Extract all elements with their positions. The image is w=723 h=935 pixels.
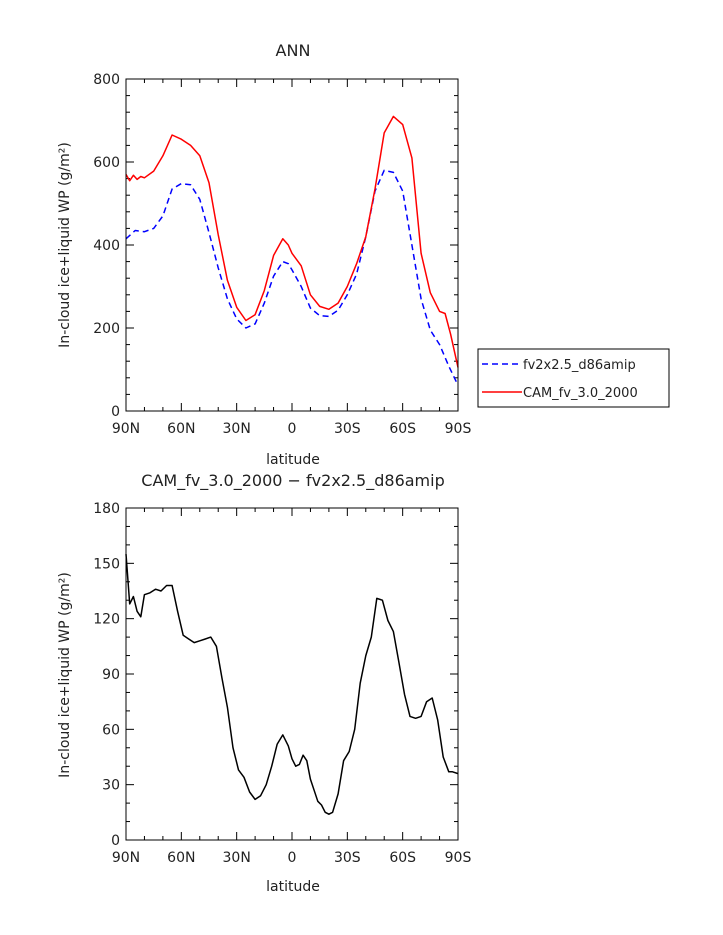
top-y-tick-label: 0 bbox=[111, 404, 120, 420]
bottom-plot-frame bbox=[125, 507, 459, 841]
bottom-x-tick-label: 90N bbox=[112, 850, 140, 866]
top-x-tick-label: 90S bbox=[445, 421, 472, 437]
bottom-y-tick-label: 180 bbox=[93, 501, 120, 517]
top-series-line-fv2x2-5-d86amip bbox=[125, 169, 459, 386]
bottom-x-tick-label: 90S bbox=[445, 850, 472, 866]
top-y-tick-label: 200 bbox=[93, 321, 120, 337]
bottom-y-axis-label: In-cloud ice+liquid WP (g/m²) bbox=[57, 572, 73, 778]
bottom-x-tick-label: 30N bbox=[223, 850, 251, 866]
top-plot-frame bbox=[125, 78, 459, 412]
bottom-axis-ticks: 90N 60N 30N 0 30S 60S 90S 0 30 60 90 120 150 180 bbox=[93, 501, 471, 866]
bottom-x-tick-label: 60S bbox=[389, 850, 416, 866]
bottom-y-tick-label: 30 bbox=[102, 778, 120, 794]
bottom-y-tick-label: 90 bbox=[102, 667, 120, 683]
legend-label-fv2x2-5: fv2x2.5_d86amip bbox=[523, 358, 636, 373]
top-x-tick-label: 60N bbox=[167, 421, 195, 437]
legend-box bbox=[477, 348, 670, 408]
legend-label-cam-fv: CAM_fv_3.0_2000 bbox=[523, 386, 638, 401]
bottom-series-group bbox=[125, 554, 459, 815]
top-series-group bbox=[125, 115, 459, 386]
top-y-tick-label: 600 bbox=[93, 155, 120, 171]
top-x-tick-label: 30N bbox=[223, 421, 251, 437]
top-x-tick-label: 30S bbox=[334, 421, 361, 437]
top-axis-ticks: 90N 60N 30N 0 30S 60S 90S 0 200 400 600 800 bbox=[93, 72, 471, 437]
top-y-tick-label: 800 bbox=[93, 72, 120, 88]
bottom-y-tick-label: 150 bbox=[93, 556, 120, 572]
bottom-x-tick-label: 30S bbox=[334, 850, 361, 866]
bottom-x-tick-label: 60N bbox=[167, 850, 195, 866]
bottom-series-line-difference bbox=[125, 554, 459, 815]
bottom-y-tick-label: 120 bbox=[93, 612, 120, 628]
legend: fv2x2.5_d86amip CAM_fv_3.0_2000 bbox=[477, 348, 670, 408]
bottom-y-tick-label: 60 bbox=[102, 722, 120, 738]
top-panel: ANN latitude In-cloud ice+liquid WP (g/m… bbox=[57, 41, 670, 468]
top-x-axis-label: latitude bbox=[266, 452, 320, 468]
top-chart-title: ANN bbox=[276, 41, 311, 60]
bottom-panel: CAM_fv_3.0_2000 − fv2x2.5_d86amip latitu… bbox=[57, 471, 471, 895]
top-x-tick-label: 90N bbox=[112, 421, 140, 437]
top-x-tick-label: 60S bbox=[389, 421, 416, 437]
top-series-line-cam-fv-3-0-2000 bbox=[125, 115, 459, 368]
bottom-x-tick-label: 0 bbox=[288, 850, 297, 866]
bottom-chart-title: CAM_fv_3.0_2000 − fv2x2.5_d86amip bbox=[141, 471, 444, 491]
top-y-axis-label: In-cloud ice+liquid WP (g/m²) bbox=[57, 142, 73, 348]
top-y-tick-label: 400 bbox=[93, 238, 120, 254]
top-x-tick-label: 0 bbox=[288, 421, 297, 437]
bottom-x-axis-label: latitude bbox=[266, 879, 320, 895]
bottom-y-tick-label: 0 bbox=[111, 833, 120, 849]
